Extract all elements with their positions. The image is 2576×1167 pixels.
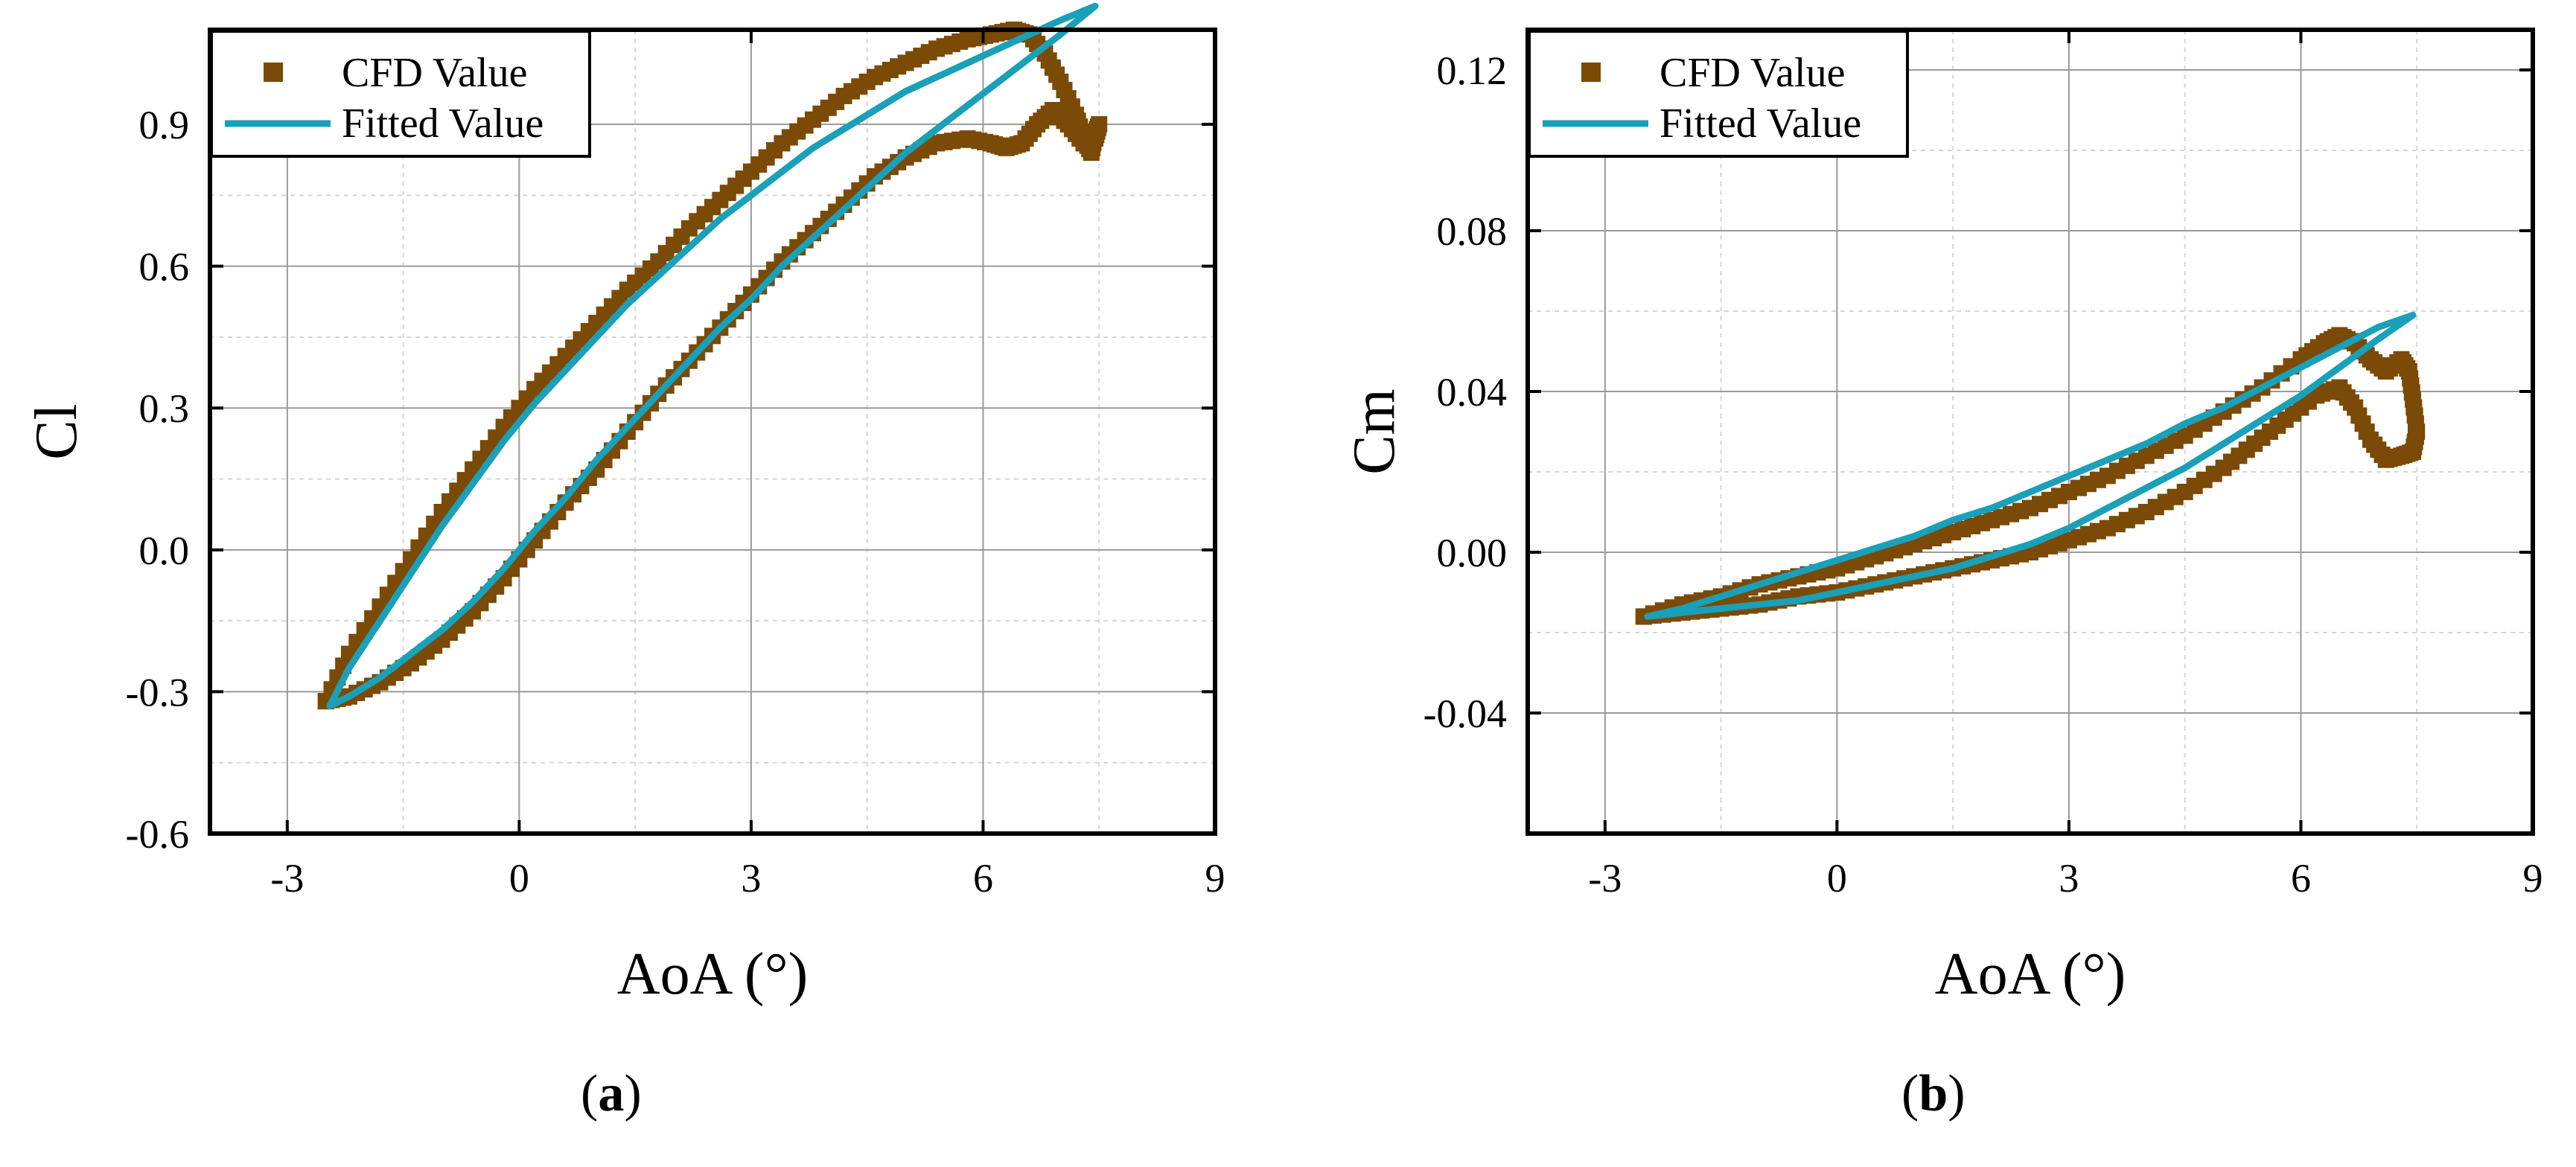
y-tick-label: -0.04	[1424, 691, 1507, 736]
chart-panel-a: -3 0 3 6 9 -0.6 -0.3 0.0 0.3 0.6 0.9 AoA (°) Cl CFD V…	[24, 2, 1225, 1007]
series-fitted-line	[1644, 311, 2417, 620]
legend-label-cfd: CFD Value	[342, 50, 527, 96]
y-tick-label: 0.00	[1437, 531, 1508, 575]
cfd-data-point	[1635, 608, 1652, 625]
x-tick-label: 6	[2291, 856, 2311, 901]
legend-box	[210, 30, 591, 158]
x-tick-label: 3	[2059, 856, 2079, 901]
y-tick-label: 0.12	[1437, 48, 1508, 93]
y-tick-label: -0.3	[126, 670, 189, 714]
panel-caption-a: (a)	[581, 1065, 642, 1122]
panel-label-a: a	[598, 1065, 625, 1122]
y-tick-label: 0.0	[139, 528, 190, 573]
series-fitted-line	[326, 2, 1099, 709]
x-tick-label: 9	[2523, 856, 2543, 901]
panel-label-b: b	[1919, 1065, 1948, 1122]
y-tick-label: 0.3	[139, 386, 190, 431]
y-tick-label: -0.6	[126, 812, 189, 857]
x-tick-label: -3	[270, 856, 304, 901]
series-cfd-markers	[1635, 327, 2426, 625]
y-tick-label: 0.9	[139, 103, 190, 147]
panel-caption-b: (b)	[1901, 1065, 1966, 1122]
plot-frame	[1525, 28, 2535, 836]
legend-box	[1528, 30, 1909, 158]
legend-marker-cfd	[264, 63, 283, 82]
y-tick-label: 0.6	[139, 245, 190, 290]
x-tick-label: -3	[1588, 856, 1622, 901]
legend-label-fitted: Fitted Value	[342, 100, 543, 147]
x-tick-label: 3	[741, 856, 761, 901]
legend-marker-cfd	[1581, 63, 1601, 82]
x-tick-label: 6	[973, 856, 993, 901]
y-tick-label: 0.04	[1437, 370, 1508, 415]
y-axis-title: Cm	[1342, 389, 1407, 475]
x-tick-label: 0	[509, 856, 529, 901]
x-tick-label: 0	[1827, 856, 1847, 901]
plot-frame	[208, 28, 1217, 836]
x-tick-label: 9	[1205, 856, 1225, 901]
legend-label-fitted: Fitted Value	[1660, 100, 1861, 147]
y-tick-label: 0.08	[1437, 209, 1508, 254]
chart-panel-b: -3 0 3 6 9 -0.04 0.00 0.04 0.08 0.12 AoA (°) Cm CFD …	[1342, 28, 2543, 1007]
x-axis-title: AoA (°)	[1935, 941, 2126, 1007]
legend-label-cfd: CFD Value	[1660, 50, 1845, 96]
x-axis-title: AoA (°)	[617, 941, 808, 1007]
y-axis-title: Cl	[24, 403, 89, 460]
